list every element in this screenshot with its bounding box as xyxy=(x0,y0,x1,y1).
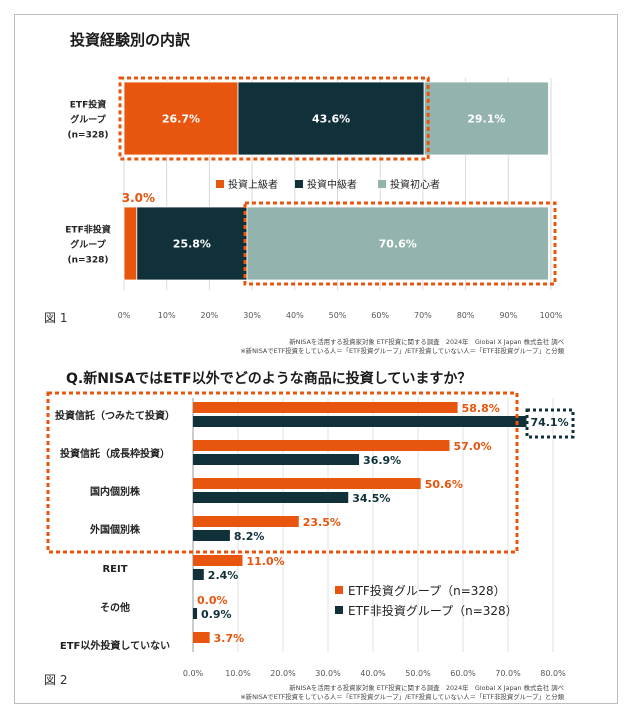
chart2-category-label: REIT xyxy=(102,564,127,575)
chart1-legend-swatch xyxy=(295,180,303,188)
chart2-data-label: 57.0% xyxy=(454,440,492,453)
chart1-tick-label: 100% xyxy=(540,311,563,320)
chart2-legend-swatch xyxy=(335,606,343,614)
chart2-bar xyxy=(193,402,458,413)
chart2-highlight-box xyxy=(46,391,519,554)
chart2-tick-label: 40.0% xyxy=(360,669,386,678)
chart2-tick-label: 80.0% xyxy=(540,669,566,678)
chart2-source-note: ※新NISAでETF投資をしている人＝「ETF投資グループ」/ETF投資していな… xyxy=(240,692,564,701)
chart2-data-label: 2.4% xyxy=(208,569,239,582)
chart2-category-label: その他 xyxy=(100,601,130,614)
chart1-data-label: 26.7% xyxy=(162,113,200,126)
chart2-bar xyxy=(193,530,230,541)
chart1-bar xyxy=(123,206,138,281)
chart2-tick-label: 10.0% xyxy=(225,669,251,678)
chart2-legend-label: ETF非投資グループ（n=328） xyxy=(348,603,518,618)
chart1-data-label: 25.8% xyxy=(173,238,211,251)
chart1-category-label: ETF投資 xyxy=(70,99,106,111)
chart1-legend-label: 投資上級者 xyxy=(228,178,278,191)
chart2-data-label: 0.9% xyxy=(201,608,232,621)
chart1-title: 投資経験別の内訳 xyxy=(70,31,191,49)
chart2-bar xyxy=(193,632,210,643)
figure-frame xyxy=(14,14,618,704)
chart1-data-label: 29.1% xyxy=(467,113,505,126)
chart2-bar xyxy=(193,608,198,619)
chart2-data-label: 0.0% xyxy=(197,594,228,607)
chart2-bar xyxy=(193,555,243,566)
chart1-source-note: ※新NISAでETF投資をしている人＝「ETF投資グループ」/ETF投資していな… xyxy=(240,346,564,355)
chart2-data-label: 58.8% xyxy=(462,402,500,415)
chart2-tick-label: 20.0% xyxy=(270,669,296,678)
chart1-bar xyxy=(423,81,549,156)
chart2-data-label: 36.9% xyxy=(363,454,401,467)
chart2-figure-label: 図 2 xyxy=(44,673,67,687)
chart2-bar xyxy=(193,416,527,427)
chart2-source-line: 新NISAを活用する投資家対象 ETF投資に関する調査 2024年 Global… xyxy=(289,683,564,692)
chart2-highlight-box-top-value xyxy=(525,408,575,439)
chart1-tick-label: 60% xyxy=(371,311,389,320)
chart2-legend-label: ETF投資グループ（n=328） xyxy=(348,583,506,598)
chart2-bar xyxy=(193,492,349,503)
chart1-bar xyxy=(246,206,549,281)
chart1-category-label: (n=328) xyxy=(68,256,109,266)
chart2-bar xyxy=(193,440,450,451)
chart1-data-label: 70.6% xyxy=(379,238,417,251)
chart2-data-label: 8.2% xyxy=(234,530,265,543)
chart1-data-label: 3.0% xyxy=(122,191,155,205)
chart1-bar xyxy=(123,81,239,156)
chart2-tick-label: 60.0% xyxy=(450,669,476,678)
chart1-category-label: グループ xyxy=(70,239,106,251)
chart1-tick-label: 80% xyxy=(457,311,475,320)
chart1-tick-label: 50% xyxy=(329,311,347,320)
chart1-legend-swatch xyxy=(216,180,224,188)
chart2-data-label: 11.0% xyxy=(247,555,285,568)
chart1-legend-label: 投資中級者 xyxy=(307,178,357,191)
chart1-legend-label: 投資初心者 xyxy=(390,178,440,191)
chart2-category-label: 外国個別株 xyxy=(89,523,141,536)
chart2-category-label: ETF以外投資していない xyxy=(60,639,170,652)
chart2-bar xyxy=(193,478,421,489)
chart2-bar xyxy=(193,516,299,527)
chart1-bar xyxy=(237,81,425,156)
chart2-category-label: 投資信託（つみたて投資） xyxy=(55,409,175,422)
chart2-category-label: 投資信託（成長枠投資） xyxy=(60,447,170,460)
chart1-category-label: ETF非投資 xyxy=(65,224,110,236)
chart1-category-label: グループ xyxy=(70,114,106,126)
chart2-data-label: 34.5% xyxy=(352,492,390,505)
chart1-figure-label: 図 1 xyxy=(44,311,67,325)
chart2-legend-swatch xyxy=(335,586,343,594)
chart2-tick-label: 0.0% xyxy=(183,669,204,678)
chart2-bar xyxy=(193,569,204,580)
chart2-category-label: 国内個別株 xyxy=(90,485,141,498)
chart2-tick-label: 50.0% xyxy=(405,669,431,678)
chart1-data-label: 43.6% xyxy=(312,113,350,126)
chart2-data-label: 50.6% xyxy=(425,478,463,491)
chart2-data-label: 74.1% xyxy=(530,416,568,429)
chart2-title: Q.新NISAではETF以外でどのような商品に投資していますか？ xyxy=(66,370,471,387)
chart1-highlight-box xyxy=(118,76,430,161)
chart1-tick-label: 90% xyxy=(499,311,517,320)
chart1-source-line: 新NISAを活用する投資家対象 ETF投資に関する調査 2024年 Global… xyxy=(289,337,564,346)
chart1-tick-label: 10% xyxy=(158,311,176,320)
chart1-tick-label: 0% xyxy=(118,311,131,320)
chart2-tick-label: 70.0% xyxy=(495,669,521,678)
chart1-tick-label: 30% xyxy=(243,311,261,320)
chart1-tick-label: 40% xyxy=(286,311,304,320)
chart1-highlight-box xyxy=(243,201,557,286)
chart2-tick-label: 30.0% xyxy=(315,669,341,678)
chart1-tick-label: 70% xyxy=(414,311,432,320)
chart2-data-label: 23.5% xyxy=(303,516,341,529)
chart1-category-label: (n=328) xyxy=(68,131,109,141)
chart1-tick-label: 20% xyxy=(201,311,219,320)
chart2-bar xyxy=(193,454,360,465)
chart2-data-label: 3.7% xyxy=(214,632,245,645)
chart1-legend-swatch xyxy=(378,180,386,188)
